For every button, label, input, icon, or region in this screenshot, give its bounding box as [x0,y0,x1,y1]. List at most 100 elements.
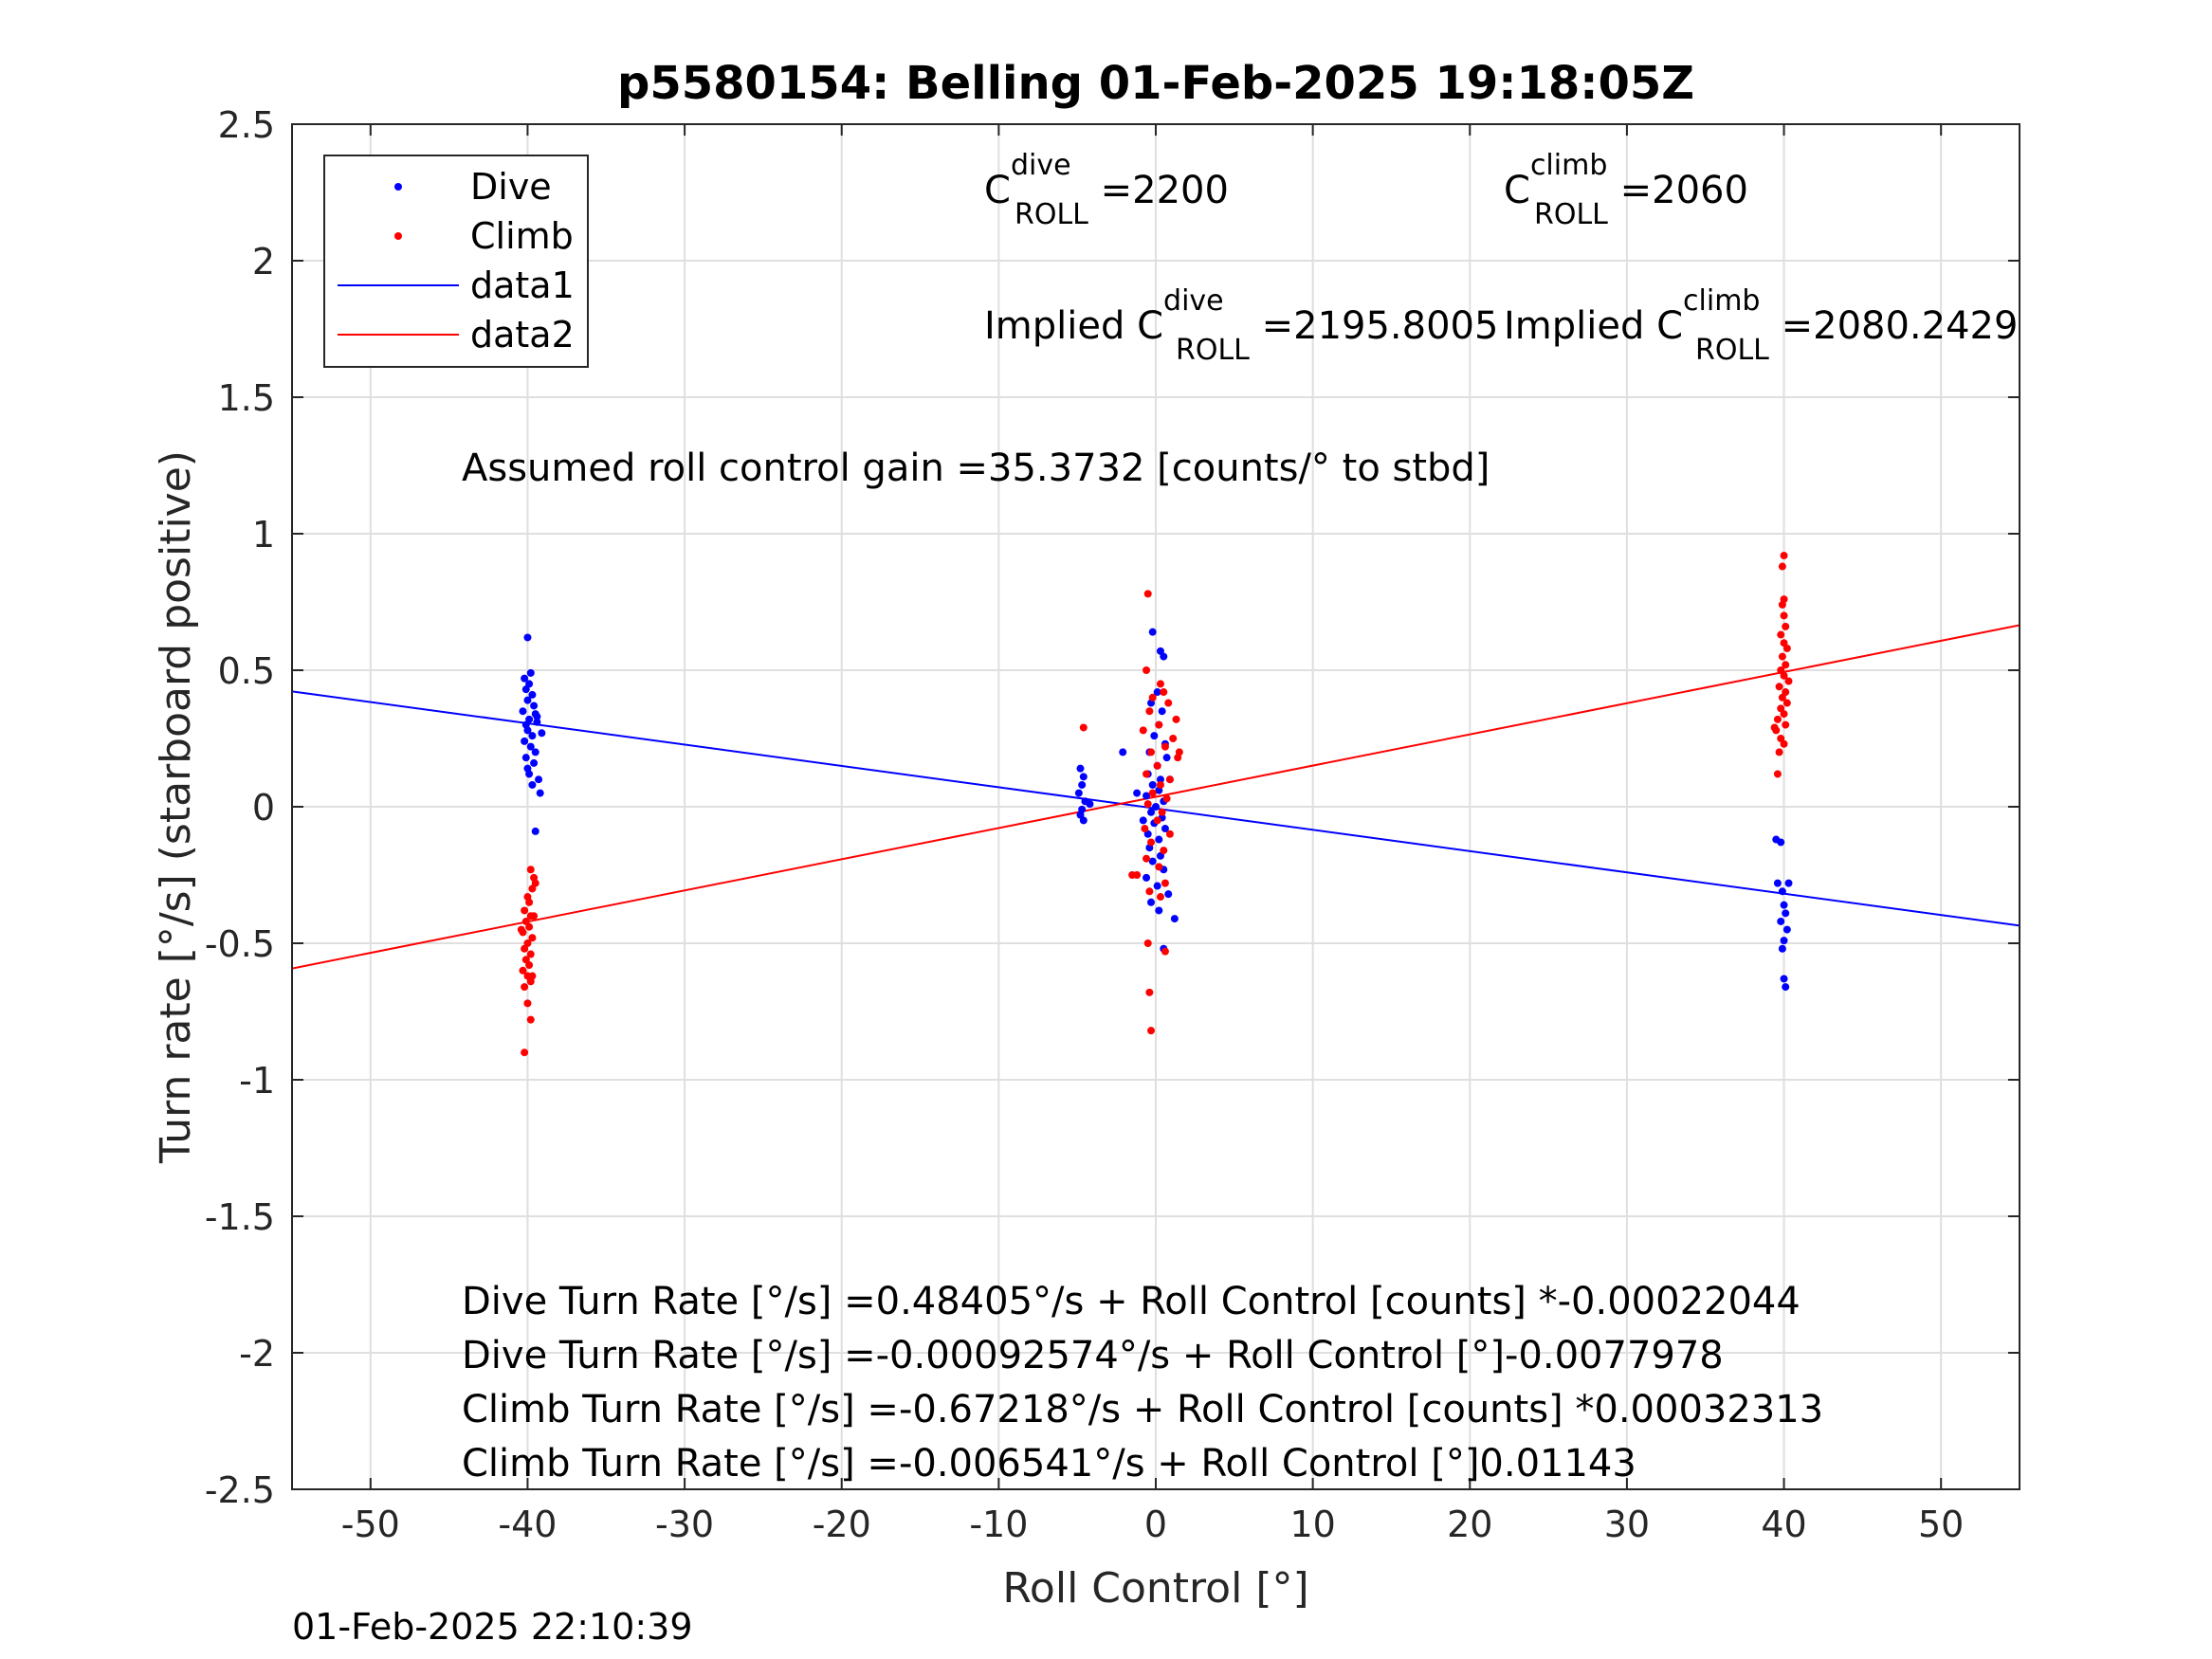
point-dive [521,754,530,762]
point-dive [538,729,546,738]
point-climb [1780,671,1788,680]
point-climb [1161,947,1169,956]
point-climb [1155,863,1163,871]
c-roll-climb-annotation: Cclimb ROLL =2060 [1504,149,1748,231]
point-dive [523,726,532,735]
point-climb [519,966,527,975]
y-tick-label: 0 [252,787,275,829]
climb-equation-counts: Climb Turn Rate [°/s] =-0.67218°/s + Rol… [462,1388,1823,1431]
y-tick-label: 1 [252,514,275,556]
point-climb [1782,644,1791,652]
point-dive [1156,775,1164,784]
point-climb [1164,699,1173,707]
point-climb [1160,688,1168,697]
point-dive [525,770,534,778]
c-roll-dive-annotation: Cdive ROLL =2200 [984,149,1229,231]
point-dive [1152,803,1160,811]
legend-label-data1: data1 [470,264,575,306]
point-dive [1780,901,1788,909]
x-tick-label: 20 [1447,1504,1492,1545]
data-points [517,552,1793,1057]
point-climb [1156,780,1164,789]
point-climb [1148,789,1157,797]
point-dive [531,748,539,757]
point-climb [1778,562,1786,571]
point-dive [1155,906,1163,915]
point-climb [1780,552,1788,560]
point-dive [536,789,544,797]
point-dive [1777,917,1785,925]
point-dive [1778,887,1786,896]
point-climb [1143,854,1151,863]
climb-equation-degrees: Climb Turn Rate [°/s] =-0.006541°/s + Ro… [462,1442,1636,1486]
x-tick-label: -40 [498,1504,557,1545]
y-tick-label: -2.5 [205,1469,275,1511]
point-climb [1143,590,1152,598]
point-climb [1156,893,1164,902]
point-climb [1156,680,1164,688]
point-climb [1128,871,1137,879]
point-climb [528,972,537,980]
legend-marker-dive [394,183,402,191]
point-climb [1143,666,1151,674]
legend-label-data2: data2 [470,314,575,356]
point-climb [1773,770,1782,778]
point-climb [1147,838,1156,847]
point-climb [526,950,535,958]
point-dive [1078,780,1087,789]
point-climb [530,912,539,921]
point-dive [533,718,541,726]
point-climb [1147,1027,1156,1035]
point-climb [1782,699,1791,707]
point-dive [1119,748,1127,757]
point-dive [1143,792,1151,800]
point-dive [521,737,529,745]
point-climb [1782,661,1790,669]
point-climb [1139,726,1147,735]
plot-frame [291,123,2020,1490]
point-dive [1162,754,1171,762]
point-climb [1778,693,1786,702]
point-climb [1165,775,1174,784]
point-climb [528,934,537,942]
point-dive [1147,808,1156,816]
point-dive [1155,835,1163,844]
point-dive [1780,937,1788,945]
point-dive [1076,764,1085,773]
point-climb [1153,761,1161,770]
point-dive [1782,925,1791,934]
x-tick-label: 0 [1144,1504,1167,1545]
x-tick-label: -20 [813,1504,871,1545]
point-climb [1160,847,1168,855]
point-dive [1170,915,1179,923]
point-climb [528,884,537,893]
y-tick-label: 1.5 [218,377,275,419]
x-tick-label: -10 [969,1504,1028,1545]
legend-label-dive: Dive [470,166,552,208]
point-climb [1172,715,1180,723]
point-climb [523,999,532,1008]
point-dive [1148,857,1157,866]
x-axis-label: Roll Control [°] [1002,1564,1308,1613]
point-dive [1780,975,1788,983]
y-tick-label: -2 [239,1333,275,1375]
point-climb [1155,720,1163,729]
point-dive [1074,789,1083,797]
point-climb [1780,611,1788,620]
point-climb [1145,707,1154,716]
x-tick-label: 30 [1604,1504,1650,1545]
point-climb [1143,939,1152,947]
x-tick-label: -50 [341,1504,400,1545]
point-climb [1161,742,1169,751]
point-dive [1164,890,1173,899]
fit-line-data2 [292,624,2020,970]
point-dive [521,685,530,694]
point-dive [1782,909,1790,918]
point-dive [528,732,537,740]
point-dive [1148,628,1157,636]
point-climb [526,866,535,874]
point-climb [1161,879,1169,887]
point-dive [523,696,532,704]
point-dive [1143,873,1151,882]
point-climb [521,983,529,992]
